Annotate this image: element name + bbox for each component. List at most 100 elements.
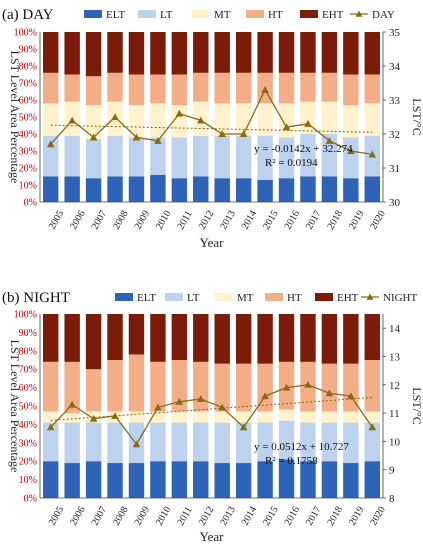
legend-swatch-eht <box>300 10 318 18</box>
bar-ht-2018 <box>321 72 338 102</box>
bar-ht-2007 <box>85 76 102 106</box>
bar-eht-2019 <box>343 314 359 364</box>
line-point-2017 <box>304 120 312 127</box>
bar-eht-2010 <box>150 32 166 75</box>
bars <box>43 32 380 202</box>
bar-elt-2009 <box>128 463 145 498</box>
line-point-2011 <box>175 109 184 117</box>
line-point-2008 <box>111 113 119 121</box>
bar-eht-2009 <box>128 314 145 355</box>
series-line-day <box>50 88 373 156</box>
day-panel: (a) DAY ELT LT MT HT EHT DAY 0% 10% 20% 30% 40% 50% 6… <box>2 7 423 250</box>
bar-ht-2017 <box>300 72 316 102</box>
bar-mt-2017 <box>300 101 316 134</box>
bars <box>43 314 380 498</box>
x-axis-title: Year <box>200 529 225 544</box>
bar-eht-2008 <box>107 314 123 360</box>
x-tick-label: 2007 <box>90 505 110 528</box>
line-point-2009 <box>132 133 141 141</box>
bar-mt-2020 <box>364 103 380 136</box>
x-tick-label: 2010 <box>154 209 174 232</box>
y-axis-title: LST Level Area Percentage <box>8 340 22 473</box>
legend-label-mt: MT <box>237 292 254 304</box>
trend-line <box>50 397 373 421</box>
y-tick-label: 60% <box>19 96 37 107</box>
y2-tick-label: 12 <box>389 380 400 392</box>
bar-eht-2017 <box>300 314 316 362</box>
bar-mt-2017 <box>300 411 316 423</box>
bar-elt-2007 <box>85 178 102 202</box>
y2-tick-label: 35 <box>389 27 401 39</box>
x-tick-label: 2013 <box>218 505 238 528</box>
line-point-2019 <box>347 147 355 155</box>
line-point-2012 <box>196 395 205 402</box>
bar-lt-2008 <box>107 135 123 177</box>
panel-label: (a) DAY <box>2 7 54 23</box>
line-point-2007 <box>89 133 98 141</box>
trend-r2: R² = 0.1758 <box>265 455 318 467</box>
y2-axis-title: LST/°C <box>410 387 423 424</box>
bar-ht-2020 <box>364 360 380 412</box>
bar-ht-2006 <box>64 74 80 102</box>
bar-mt-2014 <box>235 411 252 423</box>
y-tick-label: 0% <box>24 494 37 505</box>
bar-lt-2016 <box>278 137 295 179</box>
x-tick-label: 2011 <box>175 209 194 232</box>
bar-ht-2014 <box>235 363 252 412</box>
legend-swatch-eht <box>315 293 333 301</box>
bar-eht-2007 <box>85 32 102 77</box>
line-point-2013 <box>218 403 227 411</box>
bar-mt-2018 <box>321 411 338 423</box>
bar-elt-2012 <box>193 461 209 498</box>
x-tick-label: 2006 <box>68 209 88 232</box>
legend-label-ht: HT <box>287 292 302 304</box>
bar-elt-2013 <box>214 463 230 498</box>
x-tick-label: 2006 <box>68 505 88 528</box>
line-point-2012 <box>196 116 205 124</box>
bar-ht-2006 <box>64 361 80 414</box>
bar-eht-2019 <box>343 32 359 75</box>
bar-elt-2010 <box>150 461 166 498</box>
bar-elt-2017 <box>300 461 316 498</box>
bar-lt-2018 <box>321 134 338 177</box>
bar-eht-2015 <box>257 314 273 364</box>
bar-ht-2018 <box>321 363 338 412</box>
bar-elt-2020 <box>364 461 380 498</box>
bar-lt-2010 <box>150 137 166 175</box>
x-tick-label: 2005 <box>47 505 67 528</box>
bar-eht-2012 <box>193 32 209 73</box>
legend-swatch-lt <box>165 293 183 301</box>
bar-elt-2008 <box>107 176 123 202</box>
bar-elt-2005 <box>43 176 59 202</box>
bar-ht-2015 <box>257 363 273 412</box>
line-point-2010 <box>154 403 162 411</box>
bar-mt-2018 <box>321 101 338 134</box>
y2-tick-label: 9 <box>389 465 395 477</box>
bar-mt-2010 <box>150 103 166 138</box>
bar-lt-2007 <box>85 422 102 462</box>
bar-mt-2013 <box>214 103 230 136</box>
bar-elt-2007 <box>85 461 102 498</box>
x-tick-label: 2010 <box>154 505 174 528</box>
y2-axis-title: LST/°C <box>410 98 423 135</box>
y-tick-label: 90% <box>19 328 37 339</box>
y-tick-label: 80% <box>19 62 37 73</box>
bar-mt-2005 <box>43 411 59 423</box>
line-point-2006 <box>68 116 76 124</box>
bar-mt-2016 <box>278 409 295 421</box>
bar-ht-2010 <box>150 74 166 104</box>
bar-elt-2018 <box>321 461 338 498</box>
bar-lt-2015 <box>257 135 273 180</box>
legend-label-lt: LT <box>160 9 173 21</box>
legend-label-night: NIGHT <box>383 292 417 304</box>
y2-tick-label: 8 <box>389 493 395 505</box>
bar-elt-2014 <box>235 463 252 498</box>
legend-label-eht: EHT <box>322 9 344 21</box>
bar-lt-2019 <box>343 137 359 179</box>
y-axis-title: LST Level Area Percentage <box>8 51 22 184</box>
line-point-2008 <box>111 412 119 419</box>
legend-swatch-elt <box>84 10 102 18</box>
bar-eht-2010 <box>150 314 166 362</box>
x-tick-label: 2018 <box>325 209 345 232</box>
y-tick-label: 20% <box>19 457 37 468</box>
